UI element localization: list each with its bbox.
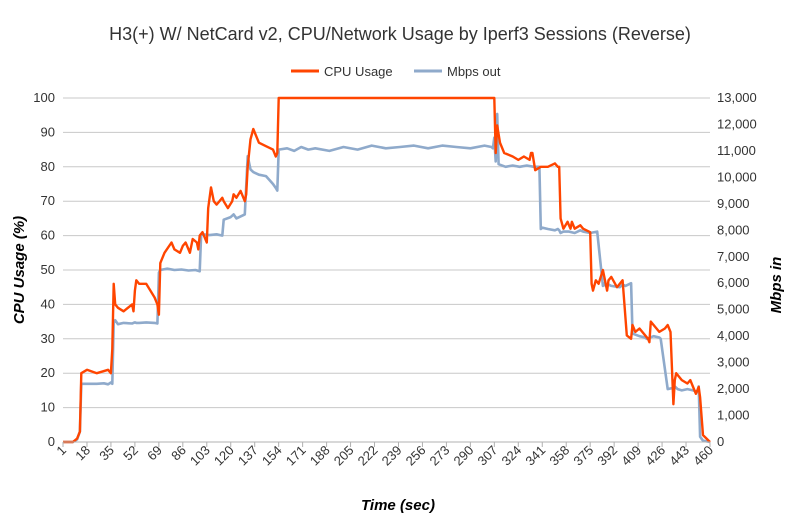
x-tick-label: 137 xyxy=(235,443,261,469)
x-tick-label: 324 xyxy=(498,443,524,469)
right-tick-label: 11,000 xyxy=(717,143,756,158)
x-tick-label: 460 xyxy=(690,443,716,469)
right-tick-label: 12,000 xyxy=(717,116,757,131)
right-tick-label: 7,000 xyxy=(717,249,750,264)
x-tick-label: 103 xyxy=(187,443,213,469)
x-tick-label: 52 xyxy=(120,443,141,464)
right-tick-label: 0 xyxy=(717,434,724,449)
right-tick-label: 5,000 xyxy=(717,302,750,317)
x-axis-title: Time (sec) xyxy=(361,497,435,514)
x-tick-label: 18 xyxy=(72,443,93,464)
x-tick-label: 426 xyxy=(642,443,668,469)
x-tick-label: 1 xyxy=(53,443,69,459)
right-tick-label: 8,000 xyxy=(717,222,750,237)
left-tick-label: 20 xyxy=(41,365,55,380)
x-tick-label: 341 xyxy=(522,443,548,469)
left-tick-label: 70 xyxy=(41,193,55,208)
right-tick-label: 1,000 xyxy=(717,408,750,423)
right-axis-title: Mbps in xyxy=(768,257,785,314)
x-tick-label: 222 xyxy=(355,443,381,469)
x-tick-label: 375 xyxy=(570,443,596,469)
left-tick-label: 100 xyxy=(33,90,55,105)
cpu-usage-line xyxy=(63,96,711,444)
plot-series xyxy=(63,96,711,444)
left-axis-ticks: 0 10 20 30 40 50 60 70 80 90 100 xyxy=(33,90,55,449)
right-axis-ticks: 0 1,000 2,000 3,000 4,000 5,000 6,000 7,000 8,00… xyxy=(717,90,757,449)
legend: CPU Usage Mbps out xyxy=(291,64,501,79)
left-tick-label: 50 xyxy=(41,262,55,277)
x-tick-label: 86 xyxy=(168,443,189,464)
right-tick-label: 3,000 xyxy=(717,355,750,370)
x-tick-label: 307 xyxy=(475,443,501,469)
x-tick-label: 443 xyxy=(666,443,692,469)
x-tick-label: 154 xyxy=(259,443,285,469)
x-tick-label: 205 xyxy=(331,443,357,469)
right-tick-label: 13,000 xyxy=(717,90,757,105)
left-axis-title: CPU Usage (%) xyxy=(11,216,28,324)
x-tick-label: 188 xyxy=(307,443,333,469)
left-tick-label: 90 xyxy=(41,124,55,139)
right-tick-label: 2,000 xyxy=(717,381,750,396)
mbps-out-line xyxy=(63,112,711,444)
left-tick-label: 10 xyxy=(41,400,55,415)
right-tick-label: 6,000 xyxy=(717,275,750,290)
x-tick-label: 358 xyxy=(546,443,572,469)
x-tick-label: 392 xyxy=(594,443,620,469)
legend-mbps-label: Mbps out xyxy=(447,64,501,79)
x-tick-label: 35 xyxy=(96,443,117,464)
x-tick-label: 290 xyxy=(451,443,477,469)
x-tick-label: 69 xyxy=(144,443,165,464)
x-tick-label: 239 xyxy=(379,443,405,469)
x-tick-label: 120 xyxy=(211,443,237,469)
right-tick-label: 9,000 xyxy=(717,196,750,211)
left-tick-label: 0 xyxy=(48,434,55,449)
x-tick-label: 273 xyxy=(427,443,453,469)
x-tick-label: 171 xyxy=(283,443,309,469)
left-tick-label: 60 xyxy=(41,228,55,243)
chart-title: H3(+) W/ NetCard v2, CPU/Network Usage b… xyxy=(109,24,691,44)
right-tick-label: 4,000 xyxy=(717,328,750,343)
x-axis-ticks: 1 18 35 52 69 8610312013715417118820522223925… xyxy=(53,442,716,468)
legend-cpu-label: CPU Usage xyxy=(324,64,393,79)
x-tick-label: 256 xyxy=(403,443,429,469)
right-tick-label: 10,000 xyxy=(717,169,757,184)
left-tick-label: 30 xyxy=(41,331,55,346)
left-tick-label: 40 xyxy=(41,296,55,311)
left-tick-label: 80 xyxy=(41,159,55,174)
x-tick-label: 409 xyxy=(618,443,644,469)
